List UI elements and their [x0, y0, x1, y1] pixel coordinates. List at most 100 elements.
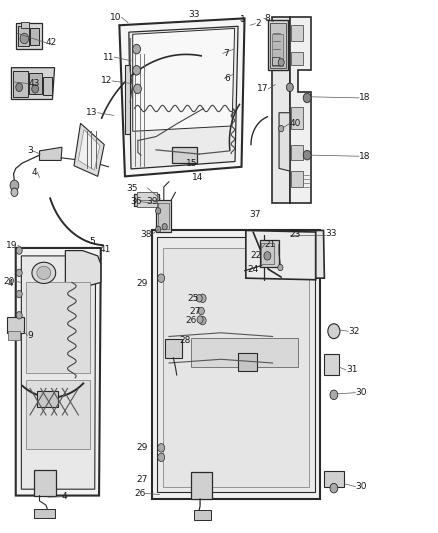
Text: 9: 9 — [28, 331, 33, 340]
Bar — [291, 25, 303, 41]
Circle shape — [16, 269, 22, 277]
Bar — [7, 317, 24, 333]
Text: 33: 33 — [188, 10, 200, 19]
Text: 27: 27 — [189, 307, 201, 316]
Polygon shape — [65, 251, 101, 285]
Circle shape — [303, 93, 311, 103]
Circle shape — [198, 308, 205, 315]
Circle shape — [20, 33, 29, 44]
Text: 24: 24 — [247, 265, 259, 273]
Polygon shape — [157, 237, 315, 492]
Circle shape — [155, 208, 161, 214]
Bar — [34, 509, 55, 519]
Bar — [158, 203, 169, 229]
Bar — [30, 28, 39, 45]
Bar — [134, 194, 159, 206]
Text: 4: 4 — [62, 492, 67, 501]
Bar — [325, 471, 344, 487]
Bar — [156, 200, 171, 232]
Text: 29: 29 — [136, 443, 148, 453]
Bar — [43, 77, 53, 95]
Text: 30: 30 — [356, 388, 367, 397]
Text: 5: 5 — [89, 237, 95, 246]
Circle shape — [16, 312, 22, 319]
Text: 28: 28 — [179, 336, 191, 345]
Bar — [18, 26, 29, 46]
Text: 12: 12 — [101, 76, 112, 85]
Polygon shape — [16, 22, 42, 49]
Text: 33: 33 — [325, 229, 337, 238]
Bar — [261, 243, 274, 264]
Polygon shape — [11, 68, 55, 100]
Text: 22: 22 — [250, 252, 261, 261]
Bar — [270, 22, 286, 68]
Polygon shape — [133, 28, 235, 131]
Text: 41: 41 — [100, 245, 111, 254]
Bar — [29, 73, 42, 94]
Text: 2: 2 — [255, 19, 261, 28]
Text: 13: 13 — [86, 108, 98, 117]
Bar — [137, 192, 157, 207]
Text: 26: 26 — [186, 316, 197, 325]
Polygon shape — [246, 230, 316, 280]
Text: 37: 37 — [249, 210, 260, 219]
Bar — [291, 52, 303, 65]
Text: 30: 30 — [356, 482, 367, 491]
Polygon shape — [252, 235, 320, 245]
Bar — [165, 339, 182, 358]
Circle shape — [158, 453, 165, 462]
Circle shape — [162, 223, 167, 230]
Circle shape — [32, 85, 39, 93]
Text: 6: 6 — [224, 74, 230, 83]
Bar — [272, 57, 279, 65]
Bar — [13, 71, 28, 97]
Bar — [325, 354, 339, 375]
Polygon shape — [268, 20, 288, 70]
Text: 18: 18 — [359, 152, 371, 161]
Text: 29: 29 — [136, 279, 148, 288]
Circle shape — [330, 483, 338, 493]
Text: 3: 3 — [27, 147, 33, 156]
Circle shape — [303, 150, 311, 160]
Polygon shape — [74, 123, 104, 176]
Circle shape — [330, 390, 338, 400]
Bar — [291, 144, 303, 160]
Text: 40: 40 — [290, 119, 301, 128]
Text: 1: 1 — [240, 15, 246, 25]
Text: 23: 23 — [290, 230, 301, 239]
Text: 26: 26 — [134, 489, 145, 498]
Text: 4: 4 — [32, 167, 37, 176]
Circle shape — [16, 290, 22, 298]
Bar — [26, 282, 89, 373]
Bar — [291, 171, 303, 187]
Circle shape — [286, 83, 293, 92]
Text: 8: 8 — [264, 14, 270, 23]
Text: 39: 39 — [147, 197, 158, 206]
Bar — [34, 470, 56, 496]
Text: 10: 10 — [110, 13, 121, 22]
Ellipse shape — [32, 262, 56, 284]
Circle shape — [278, 59, 284, 66]
Polygon shape — [39, 147, 62, 160]
Polygon shape — [279, 113, 290, 171]
Bar — [37, 391, 58, 407]
Circle shape — [328, 324, 340, 338]
Bar — [291, 108, 303, 128]
Polygon shape — [78, 130, 100, 170]
Circle shape — [158, 443, 165, 452]
Circle shape — [11, 188, 18, 197]
Circle shape — [133, 66, 141, 75]
Polygon shape — [272, 17, 290, 203]
Circle shape — [134, 84, 141, 94]
Text: 36: 36 — [130, 197, 141, 206]
Bar — [8, 331, 21, 340]
Bar — [172, 147, 198, 163]
Text: 38: 38 — [140, 230, 152, 239]
Bar — [194, 511, 211, 520]
Bar — [21, 21, 29, 28]
Text: 20: 20 — [4, 277, 15, 286]
Text: 31: 31 — [346, 366, 357, 374]
Bar — [272, 34, 283, 66]
Text: 21: 21 — [265, 240, 276, 249]
Text: 7: 7 — [223, 49, 229, 58]
